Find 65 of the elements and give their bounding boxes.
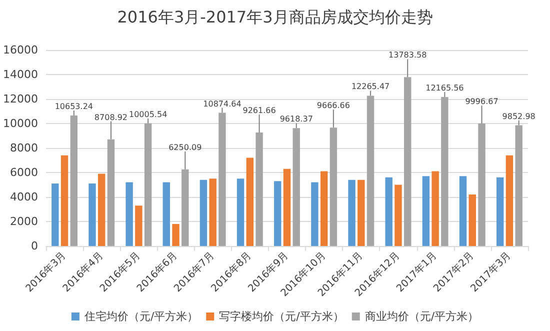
bar [70,116,78,246]
data-label: 12265.47 [351,82,390,92]
data-label: 9261.66 [242,106,276,116]
bar [172,224,180,246]
data-label: 9666.66 [316,101,350,110]
bar [404,77,412,246]
data-label: 9852.98 [502,112,536,121]
data-label: 10653.24 [54,102,93,111]
data-label: 10874.64 [203,99,242,108]
bar [274,181,282,246]
y-tick-label: 10000 [2,117,38,130]
data-label: 8708.92 [94,112,128,122]
data-label: 12165.56 [426,83,464,92]
data-label: 13783.58 [388,50,427,60]
y-tick-label: 16000 [2,44,38,56]
bar [144,123,152,246]
bar [135,206,142,246]
bar [320,171,328,246]
y-tick-label: 12000 [2,92,38,106]
bar [394,184,402,246]
bar [506,155,514,246]
bar [52,184,59,246]
bar [107,139,115,246]
bar [459,176,467,246]
bar [209,178,216,246]
legend-label: 写字楼均价（元/平方米） [219,310,344,323]
y-tick-label: 8000 [10,142,38,154]
data-label: 9618.37 [280,114,313,124]
chart-title: 2016年3月-2017年3月商品房成交均价走势 [117,8,433,26]
bar [200,180,208,246]
bar [358,180,365,246]
bar [515,125,522,246]
bar [478,124,486,246]
bar [182,169,189,246]
bar [283,168,291,246]
bar [218,112,226,246]
bar [432,171,439,246]
y-tick-label: 6000 [10,166,38,179]
data-label: 9996.67 [465,97,498,106]
y-tick-label: 14000 [2,68,38,81]
bar [441,96,448,246]
data-label: 6250.09 [168,142,202,152]
y-tick-label: 2000 [10,215,38,228]
bar [60,155,68,246]
bar [311,182,318,246]
y-tick-label: 4000 [10,190,38,204]
bar [162,182,170,246]
legend-label: 住宅均价（元/平方米） [84,310,198,323]
legend-label: 商业均价（元/平方米） [364,310,479,323]
bar [330,128,338,246]
bar [422,176,430,246]
bar [246,158,254,246]
bar [126,182,133,246]
bar [236,178,244,246]
bar [385,177,392,246]
bar [88,184,96,246]
bar [468,194,476,246]
bar [292,128,300,246]
bar [256,132,263,246]
bar [496,177,504,246]
bar [348,180,356,246]
bar [366,96,374,246]
bar [98,174,106,246]
y-tick-label: 0 [30,240,38,252]
data-label: 10005.54 [128,110,168,119]
